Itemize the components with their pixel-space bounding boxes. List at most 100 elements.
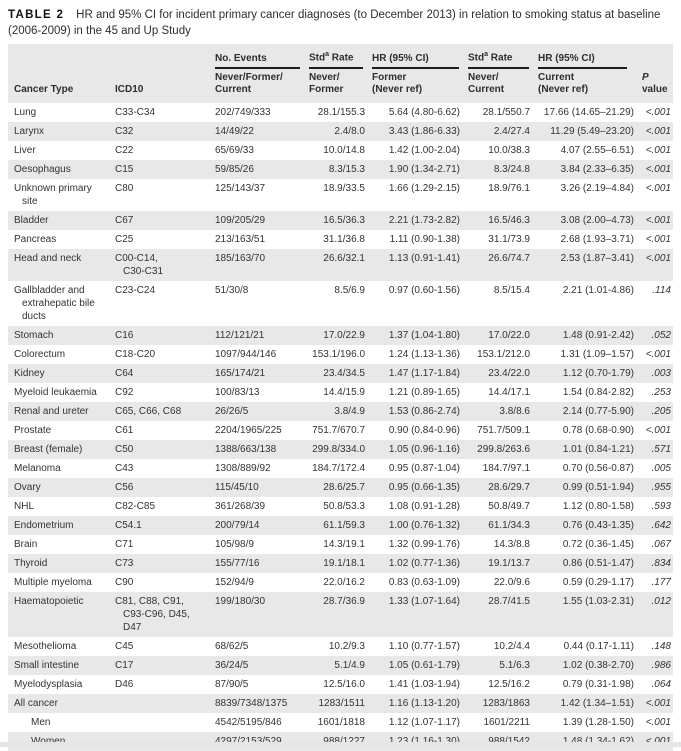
header-spacer-icd10 <box>115 44 215 69</box>
p-value-cell: .177 <box>651 576 671 588</box>
column-group-std-rate-former: Stda Rate <box>309 44 372 69</box>
icd10-cell: C25 <box>115 233 134 245</box>
std-rate-current-cell: 19.1/13.7 <box>488 557 530 569</box>
hr-former-cell: 3.43 (1.86-6.33) <box>388 125 460 137</box>
table-row: Liver C22 65/69/33 10.0/14.8 1.42 (1.00-… <box>8 141 673 160</box>
hr-former-cell: 1.21 (0.89-1.65) <box>388 386 460 398</box>
p-value-cell: <.001 <box>645 182 671 194</box>
column-header-icd10: ICD10 <box>115 68 215 103</box>
group-header-row: No. Events Stda Rate HR (95% CI) Stda Ra… <box>8 44 673 69</box>
std-rate-current-cell: 16.5/46.3 <box>488 214 530 226</box>
hr-current-cell: 0.44 (0.17-1.11) <box>563 640 634 652</box>
cancer-type-cell: Liver <box>14 144 36 156</box>
cancer-type-cell: Prostate <box>14 424 52 436</box>
hr-former-cell: 5.64 (4.80-6.62) <box>388 106 460 118</box>
hr-current-cell: 1.01 (0.84-1.21) <box>562 443 634 455</box>
hr-current-cell: 1.55 (1.03-2.31) <box>562 595 634 607</box>
cancer-type-cell: Gallbladder and extrahepatic bile ducts <box>14 284 95 322</box>
p-value-cell: .593 <box>651 500 671 512</box>
table-row: Endometrium C54.1 200/79/14 61.1/59.3 1.… <box>8 515 673 535</box>
std-rate-former-cell: 23.4/34.5 <box>323 367 365 379</box>
std-rate-former-cell: 17.0/22.9 <box>323 329 365 341</box>
hr-current-cell: 2.21 (1.01-4.86) <box>562 284 634 296</box>
hr-current-cell: 0.79 (0.31-1.98) <box>562 678 634 690</box>
std-rate-former-cell: 12.5/16.0 <box>323 678 365 690</box>
std-rate-current-cell: 14.4/17.1 <box>488 386 530 398</box>
hr-ci-table: No. Events Stda Rate HR (95% CI) Stda Ra… <box>8 44 673 751</box>
hr-current-cell: 3.84 (2.33–6.35) <box>560 163 634 175</box>
std-rate-current-cell: 28.1/550.7 <box>482 106 530 118</box>
std-rate-former-cell: 28.7/36.9 <box>323 595 365 607</box>
table-row: Myeloid leukaemia C92 100/83/13 14.4/15.… <box>8 383 673 402</box>
column-group-no-events: No. Events <box>215 44 309 69</box>
hr-current-cell: 1.48 (0.91-2.42) <box>562 329 634 341</box>
hr-former-cell: 1.66 (1.29-2.15) <box>388 182 460 194</box>
no-events-cell: 1097/944/146 <box>215 348 277 360</box>
std-rate-former-cell: 184.7/172.4 <box>312 462 365 474</box>
hr-former-cell: 1.37 (1.04-1.80) <box>388 329 460 341</box>
icd10-cell: C81, C88, C91, C93-C96, D45, D47 <box>115 595 190 633</box>
hr-current-cell: 1.39 (1.28-1.50) <box>562 716 634 728</box>
hr-current-cell: 1.48 (1.34-1.62) <box>538 732 642 751</box>
std-rate-former-cell: 1283/1511 <box>318 697 365 709</box>
hr-former-cell: 1.41 (1.03-1.94) <box>388 678 460 690</box>
std-rate-former-cell: 61.1/59.3 <box>323 519 365 531</box>
p-value-cell: <.001 <box>645 214 671 226</box>
std-rate-former-cell: 153.1/196.0 <box>312 348 365 360</box>
no-events-cell: 202/749/333 <box>215 106 271 118</box>
std-rate-current-cell: 23.4/22.0 <box>488 367 530 379</box>
std-rate-former-cell: 8.3/15.3 <box>328 163 365 175</box>
p-value-cell: .986 <box>651 659 671 671</box>
std-rate-former-cell: 22.0/16.2 <box>323 576 365 588</box>
table-row: All cancer 8839/7348/1375 1283/1511 1.16… <box>8 693 673 713</box>
std-rate-current-cell: 18.9/76.1 <box>488 182 530 194</box>
p-value-cell: <.001 <box>645 424 671 436</box>
column-header-never-former-current: Never/Former/ Current <box>215 68 309 103</box>
hr-current-cell: 2.68 (1.93–3.71) <box>560 233 634 245</box>
no-events-cell: 68/62/5 <box>215 640 249 652</box>
std-rate-current-cell: 14.3/8.8 <box>493 538 530 550</box>
no-events-cell: 4542/5195/846 <box>215 716 282 728</box>
hr-former-cell: 1.23 (1.16-1.30) <box>372 732 468 751</box>
no-events-cell: 112/121/21 <box>215 329 265 341</box>
icd10-cell: C65, C66, C68 <box>115 405 182 417</box>
table-row: Renal and ureter C65, C66, C68 26/26/5 3… <box>8 401 673 421</box>
table-row: Men 4542/5195/846 1601/1818 1.12 (1.07-1… <box>8 713 673 732</box>
no-events-cell: 155/77/16 <box>215 557 260 569</box>
icd10-cell: C18-C20 <box>115 348 156 360</box>
p-value-cell: .052 <box>651 329 671 341</box>
p-value-cell: <.001 <box>645 163 671 175</box>
cancer-type-cell: Kidney <box>14 367 45 379</box>
hr-former-cell: 1.42 (1.00-2.04) <box>388 144 460 156</box>
std-rate-current-cell: 61.1/34.3 <box>488 519 530 531</box>
hr-former-cell: 1.13 (0.91-1.41) <box>388 252 460 264</box>
header-spacer-cancer-type <box>8 44 115 69</box>
icd10-cell: D46 <box>115 678 134 690</box>
table-caption: TABLE 2 HR and 95% CI for incident primar… <box>0 0 675 44</box>
hr-former-cell: 1.11 (0.90-1.38) <box>389 233 460 245</box>
std-rate-current-cell: 153.1/212.0 <box>477 348 530 360</box>
column-group-hr-former: HR (95% CI) <box>372 44 468 69</box>
std-rate-current-cell: 28.6/29.7 <box>488 481 530 493</box>
std-rate-current-cell: 12.5/16.2 <box>488 678 530 690</box>
column-header-rate-never-current: Never/ Current <box>468 68 538 103</box>
icd10-cell <box>115 713 215 732</box>
icd10-cell: C64 <box>115 367 134 379</box>
table-row: Larynx C32 14/49/22 2.4/8.0 3.43 (1.86-6… <box>8 121 673 141</box>
icd10-cell: C92 <box>115 386 134 398</box>
p-value-cell: .642 <box>651 519 671 531</box>
std-rate-former-cell: 1601/1818 <box>317 716 365 728</box>
p-value-cell: .253 <box>651 386 671 398</box>
std-rate-current-cell: 10.0/38.3 <box>488 144 530 156</box>
sub-header-row: Cancer Type ICD10 Never/Former/ Current … <box>8 68 673 103</box>
p-value-cell: <.001 <box>645 697 671 709</box>
table-row: Mesothelioma C45 68/62/5 10.2/9.3 1.10 (… <box>8 637 673 656</box>
std-rate-current-cell: 299.8/263.6 <box>477 443 530 455</box>
no-events-cell: 200/79/14 <box>215 519 260 531</box>
header-underline: HR (95% CI) <box>372 53 459 69</box>
footnote-marker-a: a <box>325 51 330 59</box>
std-rate-former-cell: 10.2/9.3 <box>328 640 365 652</box>
std-rate-former-cell: 3.8/4.9 <box>334 405 365 417</box>
no-events-cell: 1388/663/138 <box>215 443 277 455</box>
